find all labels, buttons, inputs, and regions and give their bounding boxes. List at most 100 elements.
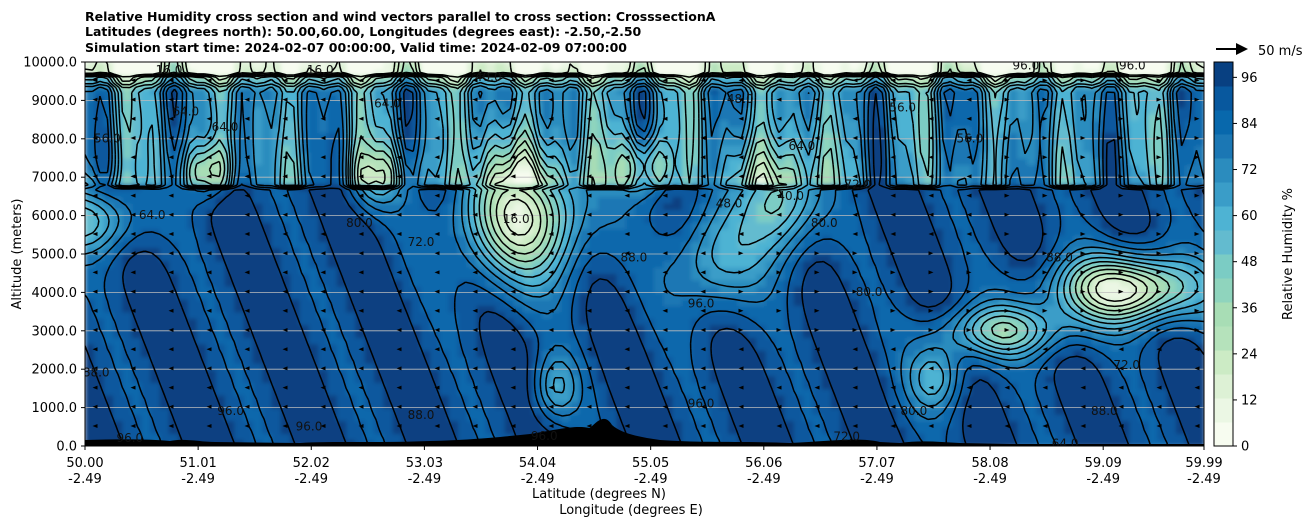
wind-vector-256	[586, 251, 592, 256]
wind-vector-371	[814, 232, 820, 236]
wind-vector-153	[396, 404, 402, 409]
wind-vector-530	[1118, 97, 1124, 102]
wind-vector-499	[1080, 328, 1086, 332]
wind-vector-379	[814, 78, 820, 83]
wind-vector-192	[472, 385, 478, 390]
wind-vector-215	[510, 308, 516, 313]
wind-vector-519	[1118, 308, 1124, 313]
wind-vector-512	[1080, 78, 1086, 83]
wind-vector-351	[776, 251, 782, 256]
wind-vector-386	[852, 308, 858, 313]
wind-vector-272	[624, 308, 630, 313]
wind-vector-297	[662, 193, 668, 198]
contour-level-48	[85, 72, 1204, 345]
wind-vector-384	[852, 347, 858, 352]
colorbar-tick-label-4: 48	[1241, 255, 1258, 270]
wind-vector-274	[624, 270, 630, 275]
contour-label-3: 64.0	[172, 104, 199, 118]
colorbar-tick-label-6: 72	[1241, 163, 1258, 178]
wind-vector-425	[928, 289, 934, 294]
wind-vector-202	[472, 193, 478, 198]
wind-vector-12	[92, 193, 98, 198]
wind-vector-68	[206, 212, 212, 217]
wind-vector-190	[472, 424, 478, 428]
wind-vector-52	[168, 155, 174, 160]
wind-vector-308	[700, 347, 706, 352]
wind-vector-95	[282, 424, 288, 428]
wind-vector-534	[1156, 385, 1162, 390]
wind-vector-238	[548, 232, 554, 236]
colorbar-frame	[1213, 61, 1234, 447]
wind-vector-113	[282, 78, 288, 83]
wind-vector-176	[434, 328, 440, 332]
wind-vector-546	[1156, 155, 1162, 160]
wind-vector-372	[814, 212, 820, 217]
wind-vector-85	[244, 251, 250, 256]
wind-vector-223	[510, 155, 516, 160]
wind-vector-236	[548, 270, 554, 275]
wind-vector-569	[1194, 78, 1200, 83]
wind-vector-228	[548, 424, 554, 428]
contour-level-96	[85, 88, 1204, 446]
wind-vector-524	[1118, 212, 1124, 217]
wind-vector-511	[1080, 97, 1086, 102]
wind-vector-339	[738, 116, 744, 121]
wind-vector-166	[396, 155, 402, 160]
contour-label-34: 96.0	[1119, 58, 1146, 72]
wind-vector-129	[320, 136, 326, 140]
wind-vector-77	[244, 404, 250, 409]
wind-vector-357	[776, 136, 782, 140]
wind-vector-201	[472, 212, 478, 217]
wind-vector-47	[168, 251, 174, 256]
wind-vector-16	[92, 116, 98, 121]
wind-vector-392	[852, 193, 858, 198]
wind-vector-144	[358, 212, 364, 217]
wind-vector-380	[852, 424, 858, 428]
contour-label-0: 16.0	[156, 63, 183, 77]
wind-vector-430	[928, 193, 934, 198]
wind-vector-559	[1194, 270, 1200, 275]
wind-vectors	[92, 78, 1200, 428]
wind-vector-481	[1042, 308, 1048, 313]
wind-vector-131	[320, 97, 326, 102]
x-tick-lon-7: -2.49	[860, 472, 894, 487]
wind-vector-49	[168, 212, 174, 217]
wind-vector-251	[586, 347, 592, 352]
wind-vector-217	[510, 270, 516, 275]
wind-vector-374	[814, 174, 820, 179]
wind-vector-133	[358, 424, 364, 428]
wind-vector-381	[852, 404, 858, 409]
contour-label-23: 88.0	[83, 366, 110, 380]
wind-vector-561	[1194, 232, 1200, 236]
wind-vector-172	[434, 404, 440, 409]
colorbar-bin-8	[1214, 230, 1233, 255]
wind-vector-395	[852, 136, 858, 140]
wind-vector-328	[738, 328, 744, 332]
wind-vector-483	[1042, 270, 1048, 275]
wind-vector-147	[358, 155, 364, 160]
wind-vector-149	[358, 116, 364, 121]
wind-vector-74	[206, 97, 212, 102]
x-axis-label-lat: Latitude (degrees N)	[532, 487, 666, 502]
wind-vector-205	[472, 136, 478, 140]
wind-vector-300	[662, 136, 668, 140]
wind-vector-31	[130, 193, 136, 198]
wind-vector-550	[1156, 78, 1162, 83]
wind-vector-330	[738, 289, 744, 294]
wind-vector-498	[1080, 347, 1086, 352]
wind-vector-365	[814, 347, 820, 352]
wind-vector-142	[358, 251, 364, 256]
wind-vector-212	[510, 366, 516, 371]
wind-vector-321	[700, 97, 706, 102]
wind-vector-163	[396, 212, 402, 217]
wind-vector-38	[168, 424, 174, 428]
wind-vector-325	[738, 385, 744, 390]
wind-vector-400	[890, 404, 896, 409]
wind-vector-487	[1042, 193, 1048, 198]
wind-vector-266	[624, 424, 630, 428]
wind-vector-292	[662, 289, 668, 294]
wind-vector-182	[434, 212, 440, 217]
wind-vector-421	[928, 366, 934, 371]
wind-vector-276	[624, 232, 630, 236]
wind-vector-119	[320, 328, 326, 332]
